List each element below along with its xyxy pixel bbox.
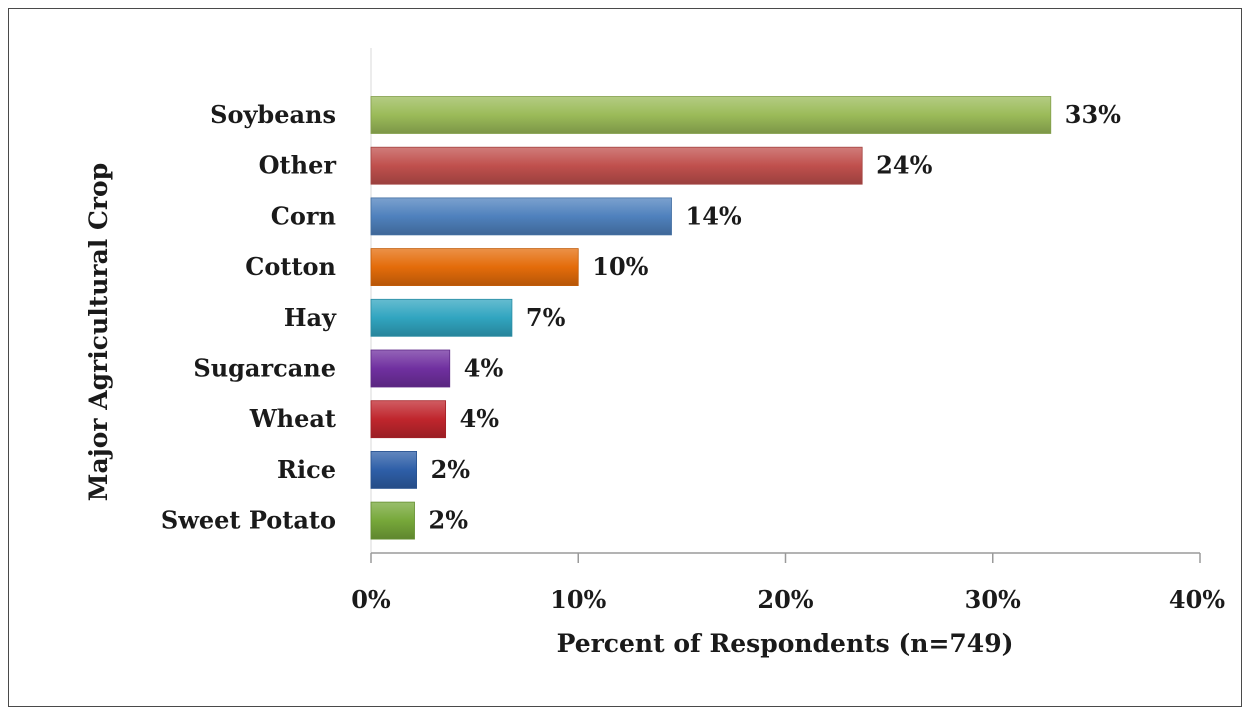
category-label: Cotton bbox=[245, 252, 336, 281]
bar-rice bbox=[370, 450, 417, 489]
bar-sweet-potato bbox=[370, 501, 415, 540]
x-tick-label: 20% bbox=[757, 585, 813, 614]
value-label: 4% bbox=[464, 354, 504, 383]
x-ticks: 0% 10% 20% 30% 40% bbox=[351, 553, 1225, 614]
category-label: Corn bbox=[271, 201, 336, 230]
category-labels: Soybeans Other Corn Cotton Hay Sugarcane Wheat… bbox=[161, 100, 337, 535]
value-label: 10% bbox=[592, 252, 648, 281]
x-tick-label: 0% bbox=[351, 585, 391, 614]
value-label: 7% bbox=[526, 303, 566, 332]
value-label: 14% bbox=[686, 201, 742, 230]
bar-wheat bbox=[370, 400, 447, 439]
value-label: 33% bbox=[1065, 100, 1121, 129]
bar-hay bbox=[370, 298, 513, 337]
bar-soybeans bbox=[370, 96, 1052, 134]
bar-corn bbox=[370, 197, 672, 236]
bars-group bbox=[370, 96, 1052, 540]
category-label: Hay bbox=[284, 303, 337, 332]
category-label: Soybeans bbox=[210, 100, 336, 129]
y-axis-title: Major Agricultural Crop bbox=[84, 163, 113, 501]
category-label: Other bbox=[259, 151, 337, 180]
category-label: Wheat bbox=[249, 404, 336, 433]
value-label: 4% bbox=[460, 404, 500, 433]
x-tick-label: 40% bbox=[1169, 585, 1225, 614]
value-label: 2% bbox=[431, 455, 471, 484]
category-label: Sugarcane bbox=[193, 354, 336, 383]
x-tick-label: 10% bbox=[550, 585, 606, 614]
value-labels: 33% 24% 14% 10% 7% 4% 4% 2% 2% bbox=[429, 100, 1122, 535]
category-label: Rice bbox=[277, 455, 336, 484]
bar-other bbox=[370, 146, 863, 185]
bar-sugarcane bbox=[370, 349, 451, 388]
value-label: 2% bbox=[429, 506, 469, 535]
value-label: 24% bbox=[876, 151, 932, 180]
x-axis-title: Percent of Respondents (n=749) bbox=[557, 629, 1014, 658]
bar-cotton bbox=[370, 248, 579, 287]
x-tick-label: 30% bbox=[965, 585, 1021, 614]
category-label: Sweet Potato bbox=[161, 506, 336, 535]
